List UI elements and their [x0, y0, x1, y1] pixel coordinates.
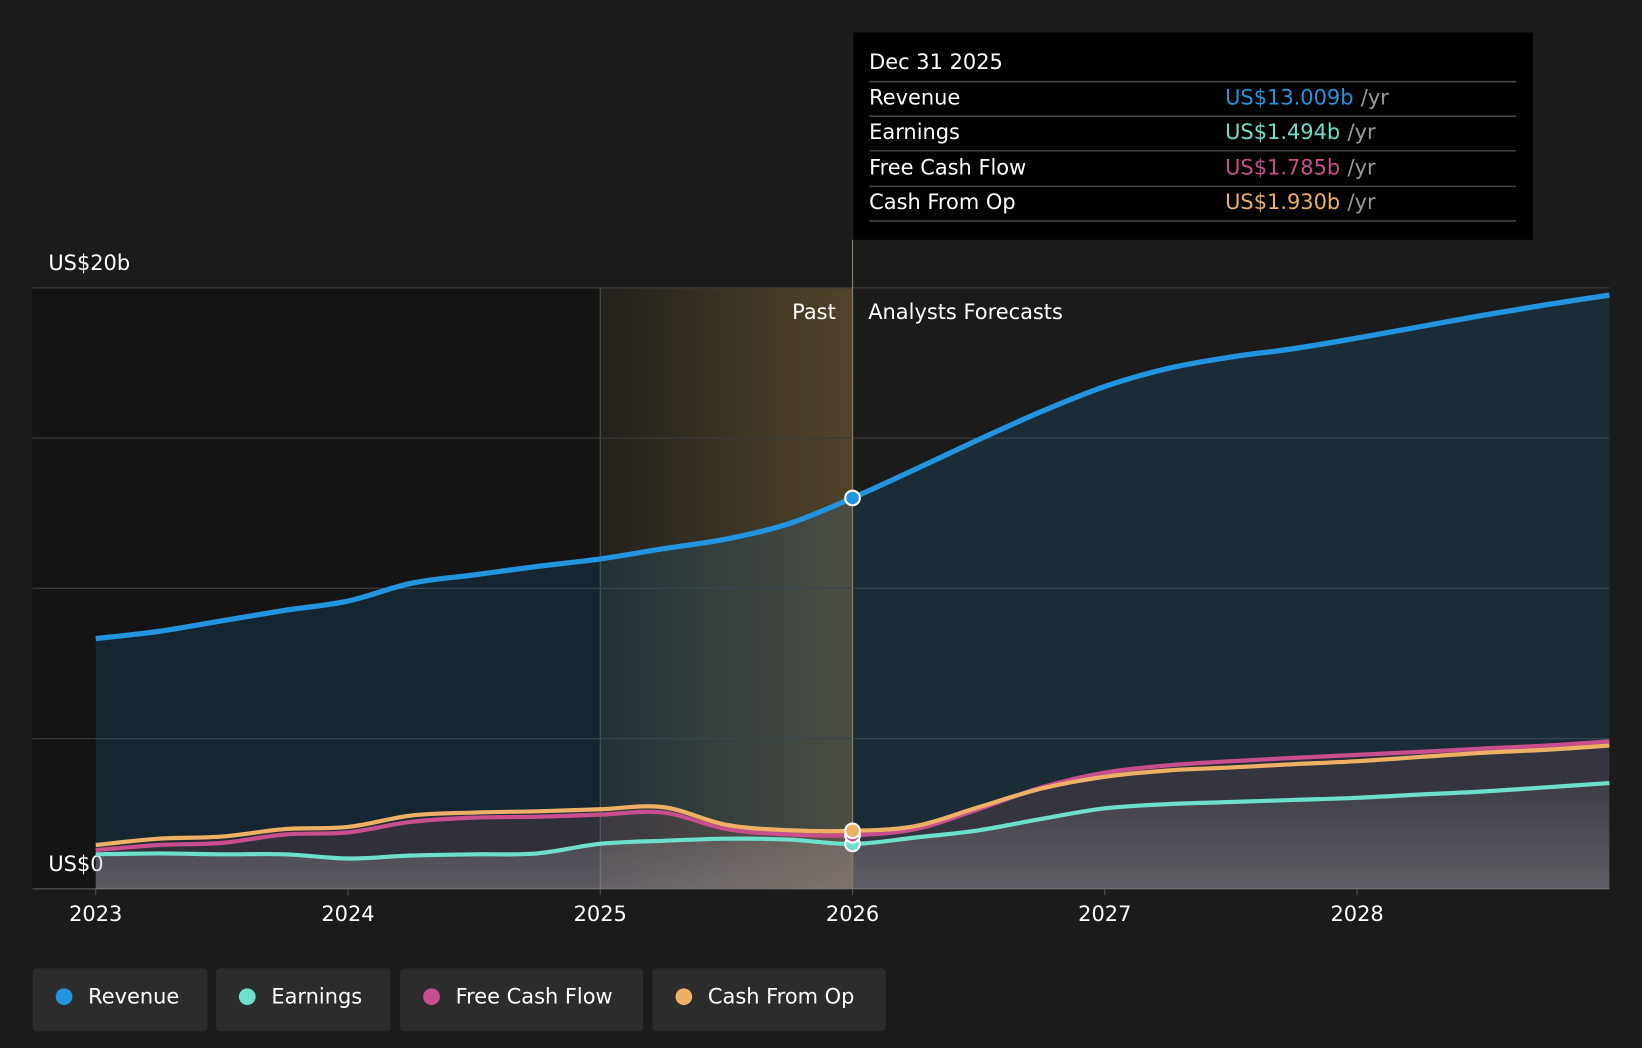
tooltip-row-name: Cash From Op — [869, 190, 1015, 214]
x-tick-label: 2025 — [574, 902, 627, 926]
legend-label: Earnings — [271, 985, 362, 1009]
x-tick-label: 2023 — [69, 902, 122, 926]
tooltip-row-name: Free Cash Flow — [869, 156, 1026, 180]
legend-swatch — [238, 988, 256, 1006]
series-area — [95, 741, 1610, 889]
legend-swatch — [55, 988, 73, 1006]
tooltip-unit: /yr — [1348, 156, 1376, 180]
tooltip-date: Dec 31 2025 — [869, 50, 1003, 74]
tooltip-box — [853, 32, 1533, 240]
tooltip: Dec 31 2025 Revenue US$13.009b/yr Earnings U… — [853, 32, 1533, 240]
tooltip-unit: /yr — [1348, 120, 1376, 144]
tooltip-value: US$1.494b — [1225, 120, 1340, 144]
legend-swatch — [423, 988, 440, 1006]
tooltip-row-value: US$1.785b/yr — [1225, 156, 1376, 180]
tooltip-row-name: Revenue — [869, 85, 960, 109]
hover-point — [844, 822, 861, 840]
x-tick-label: 2028 — [1330, 902, 1383, 926]
legend-button — [32, 968, 208, 1032]
hover-point — [844, 489, 861, 507]
series-area — [95, 783, 1610, 889]
tooltip-row-name: Earnings — [869, 120, 960, 144]
legend-label: Revenue — [88, 985, 179, 1009]
x-tick-label: 2026 — [826, 902, 879, 926]
tooltip-row-value: US$1.494b/yr — [1225, 120, 1376, 144]
tooltip-row-value: US$13.009b/yr — [1225, 85, 1389, 109]
tooltip-row-value: US$1.930b/yr — [1225, 190, 1376, 214]
tooltip-value: US$1.930b — [1225, 190, 1340, 214]
series-line — [95, 292, 1610, 642]
legend-button — [400, 968, 644, 1032]
legend-label: Free Cash Flow — [456, 985, 613, 1009]
legend-item[interactable]: Free Cash Flow — [400, 968, 644, 1032]
legend-item[interactable]: Cash From Op — [652, 968, 886, 1032]
y-tick-label: US$0 — [48, 852, 103, 876]
legend-button — [652, 968, 886, 1032]
past-label: Past — [792, 300, 836, 324]
legend-swatch — [675, 988, 693, 1006]
tooltip-unit: /yr — [1361, 85, 1389, 109]
tooltip-value: US$1.785b — [1225, 156, 1340, 180]
legend-item[interactable]: Earnings — [215, 968, 391, 1032]
forecast-label: Analysts Forecasts — [868, 300, 1063, 324]
tooltip-value: US$13.009b — [1225, 85, 1353, 109]
legend-button — [215, 968, 391, 1032]
legend-item[interactable]: Revenue — [32, 968, 208, 1032]
legend-label: Cash From Op — [708, 985, 854, 1009]
x-tick-label: 2024 — [321, 902, 374, 926]
y-tick-label: US$20b — [48, 251, 130, 275]
tooltip-unit: /yr — [1348, 190, 1376, 214]
x-tick-label: 2027 — [1078, 902, 1131, 926]
